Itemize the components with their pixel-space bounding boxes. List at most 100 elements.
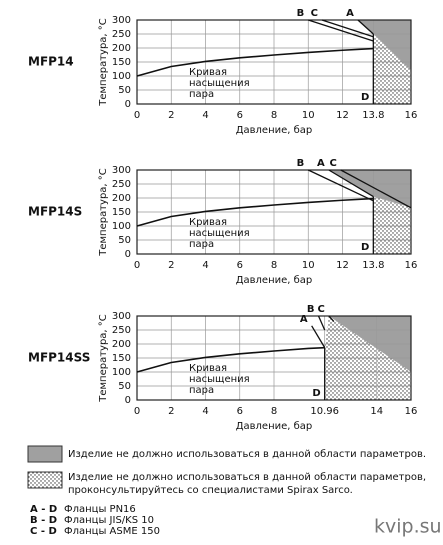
line-label: A: [317, 158, 325, 169]
x-tick-label: 2: [168, 406, 174, 417]
limit-line: [328, 169, 374, 198]
x-axis-label: Давление, бар: [236, 275, 313, 286]
region-solid: [357, 20, 411, 71]
y-tick-label: 300: [112, 15, 131, 26]
y-tick-label: 0: [125, 395, 131, 406]
y-tick-label: 300: [112, 165, 131, 176]
x-tick-label: 4: [202, 110, 208, 121]
x-tick-label: 6: [237, 406, 243, 417]
x-tick-label: 8: [271, 406, 277, 417]
limit-line: [317, 315, 326, 331]
line-label: C: [311, 8, 318, 19]
plot-border: [136, 315, 412, 401]
plot-border: [136, 169, 412, 255]
saturation-curve: [136, 197, 374, 227]
line-label: A: [346, 8, 354, 19]
line-label: D: [361, 92, 369, 103]
y-tick-label: 100: [112, 367, 131, 378]
plot-border: [136, 19, 412, 105]
x-tick-label: 16: [405, 406, 418, 417]
chart-label: MFP14S: [28, 205, 82, 219]
x-tick-label: 8: [271, 110, 277, 121]
x-tick-label: 4: [202, 406, 208, 417]
y-tick-label: 100: [112, 71, 131, 82]
y-tick-label: 50: [118, 235, 131, 246]
x-tick-label: 10: [302, 110, 315, 121]
x-axis-label: Давление, бар: [236, 125, 313, 136]
legend-text: Изделие не должно использоваться в данно…: [68, 449, 426, 460]
line-label: D: [361, 242, 369, 253]
curve-label: насыщения: [189, 228, 250, 239]
line-label: B: [297, 8, 305, 19]
y-tick-label: 0: [125, 249, 131, 260]
line-label: C: [329, 158, 336, 169]
line-label: A: [300, 314, 308, 325]
y-tick-label: 200: [112, 193, 131, 204]
flange-name: Фланцы ASME 150: [64, 526, 160, 537]
chart-label: MFP14SS: [28, 351, 90, 365]
saturation-curve: [136, 346, 325, 373]
y-tick-label: 300: [112, 311, 131, 322]
x-tick-label: 10.96: [310, 406, 339, 417]
region-dots: [373, 34, 411, 104]
watermark: kvip.su: [374, 516, 442, 538]
legend-text: проконсультируйтесь со специалистами Spi…: [68, 485, 353, 496]
x-tick-label: 0: [134, 110, 140, 121]
y-tick-label: 150: [112, 207, 131, 218]
saturation-curve: [136, 47, 374, 77]
curve-label: пара: [189, 89, 214, 100]
x-tick-label: 2: [168, 110, 174, 121]
curve-label: насыщения: [189, 78, 250, 89]
line-label: B: [307, 304, 315, 315]
line-label: B: [297, 158, 305, 169]
x-tick-label: 0: [134, 260, 140, 271]
y-tick-label: 200: [112, 43, 131, 54]
x-tick-label: 13.8: [362, 110, 384, 121]
flange-code: B - D: [30, 515, 57, 526]
x-tick-label: 6: [237, 260, 243, 271]
x-axis-label: Давление, бар: [236, 421, 313, 432]
x-tick-label: 0: [134, 406, 140, 417]
line-label: D: [312, 388, 320, 399]
curve-label: пара: [189, 385, 214, 396]
y-axis-label: Температура, °C: [98, 314, 109, 403]
x-tick-label: 2: [168, 260, 174, 271]
x-tick-label: 14: [370, 406, 383, 417]
y-axis-label: Температура, °C: [98, 168, 109, 257]
x-tick-label: 13.8: [362, 260, 384, 271]
x-tick-label: 10: [302, 260, 315, 271]
y-tick-label: 50: [118, 381, 131, 392]
curve-label: Кривая: [189, 67, 227, 78]
x-tick-label: 8: [271, 260, 277, 271]
curve-label: Кривая: [189, 217, 227, 228]
flange-name: Фланцы PN16: [64, 504, 136, 515]
line-label: C: [317, 304, 324, 315]
curve-label: насыщения: [189, 374, 250, 385]
flange-code: A - D: [30, 504, 57, 515]
region-solid: [328, 170, 411, 208]
y-tick-label: 250: [112, 29, 131, 40]
limit-line: [340, 169, 412, 209]
y-tick-label: 100: [112, 221, 131, 232]
x-tick-label: 12: [336, 260, 349, 271]
legend-swatch-dots: [27, 471, 63, 489]
limit-line: [308, 19, 374, 42]
x-tick-label: 4: [202, 260, 208, 271]
chart-label: MFP14: [28, 55, 74, 69]
limit-line: [357, 19, 374, 35]
limit-line: [311, 325, 326, 348]
y-tick-label: 50: [118, 85, 131, 96]
x-tick-label: 12: [336, 110, 349, 121]
y-tick-label: 0: [125, 99, 131, 110]
limit-line: [307, 169, 374, 202]
legend-swatch-solid: [27, 445, 63, 463]
y-tick-label: 150: [112, 57, 131, 68]
y-tick-label: 250: [112, 179, 131, 190]
limit-line: [328, 315, 335, 323]
y-axis-label: Температура, °C: [98, 18, 109, 107]
x-tick-label: 16: [405, 260, 418, 271]
curve-label: пара: [189, 239, 214, 250]
flange-code: C - D: [30, 526, 57, 537]
y-tick-label: 250: [112, 325, 131, 336]
